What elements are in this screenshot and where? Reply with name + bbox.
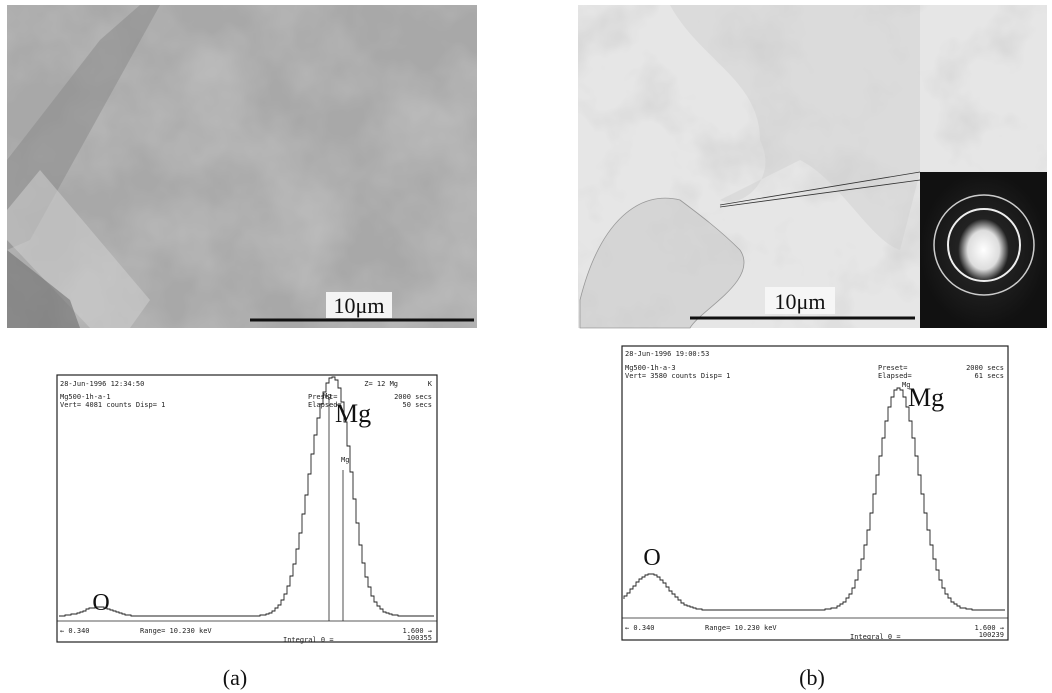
- integral-value: 100239: [979, 631, 1004, 639]
- scale-label: 10μm: [775, 289, 826, 314]
- left-marker: ← 0.340: [625, 624, 655, 632]
- integral: Integral 0 =: [283, 636, 334, 644]
- timestamp: 28-Jun-1996 12:34:50: [60, 380, 144, 388]
- scale-label: 10μm: [334, 293, 385, 318]
- right-marker: 1.600 →: [974, 624, 1004, 632]
- left-marker: ← 0.340: [60, 627, 90, 635]
- vert: Vert= 4081 counts Disp= 1: [60, 401, 165, 409]
- element-label: Mg: [335, 399, 371, 428]
- elapsed-value: 61 secs: [974, 372, 1004, 380]
- peak-label: Mg: [323, 392, 331, 400]
- spectrum-curve: [59, 376, 434, 617]
- preset-value: 2000 secs: [966, 364, 1004, 372]
- sample: Mg500-1h-a-1: [60, 393, 111, 401]
- spectrum-a: 28-Jun-1996 12:34:50 Z= 12 Mg K Mg500-1h…: [56, 374, 438, 690]
- element-label: O: [92, 590, 109, 616]
- spectrum-b: 28-Jun-1996 19:00:53 Mg500-1h-a-3 Vert= …: [621, 345, 1009, 690]
- elapsed-label: Elapsed=: [878, 372, 912, 380]
- spectrum-curve: [623, 387, 1005, 611]
- caption: (a): [223, 665, 247, 690]
- vert: Vert= 3580 counts Disp= 1: [625, 372, 730, 380]
- integral-value: 100355: [407, 634, 432, 642]
- peak-label: Mg: [902, 381, 910, 389]
- range: Range= 10.230 keV: [705, 624, 777, 632]
- integral: Integral 0 =: [850, 633, 901, 641]
- timestamp: 28-Jun-1996 19:00:53: [625, 350, 709, 358]
- preset-value: 2000 secs: [394, 393, 432, 401]
- elapsed-label: Elapsed=: [308, 401, 342, 409]
- micrograph-b: 10μm: [578, 5, 1047, 329]
- element-label: Mg: [908, 383, 944, 412]
- element-label: O: [643, 545, 660, 571]
- caption: (b): [799, 665, 825, 690]
- right-marker: 1.600 →: [402, 627, 432, 635]
- peak-label: Mg: [341, 456, 349, 464]
- preset-label: Preset=: [308, 393, 338, 401]
- micrograph-a: 10μm: [7, 5, 477, 328]
- preset-label: Preset=: [878, 364, 908, 372]
- elapsed-value: 50 secs: [402, 401, 432, 409]
- range: Range= 10.230 keV: [140, 627, 212, 635]
- line-label: K: [428, 380, 433, 388]
- element-info: Z= 12 Mg: [364, 380, 398, 388]
- sample: Mg500-1h-a-3: [625, 364, 676, 372]
